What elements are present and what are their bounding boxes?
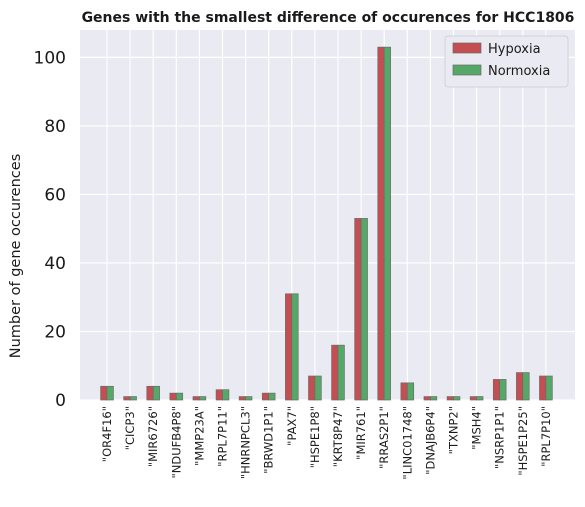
bar-hypoxia: [308, 375, 316, 401]
bar-normoxia: [152, 385, 160, 401]
x-tick-label: "MSH4": [470, 406, 484, 450]
bar-normoxia: [199, 396, 207, 401]
y-tick-label: 60: [44, 185, 66, 205]
bar-normoxia: [453, 396, 461, 401]
legend-label-normoxia: Normoxia: [488, 64, 550, 79]
y-tick-label: 0: [55, 391, 66, 411]
bar-normoxia: [360, 218, 368, 401]
gridlines: [80, 30, 575, 401]
y-tick-label: 40: [44, 254, 66, 274]
y-tick-label: 20: [44, 322, 66, 342]
bar-normoxia: [522, 372, 530, 401]
y-tick-labels: 0 20 40 60 80 100: [34, 48, 66, 411]
x-tick-label: "RPL7P10": [539, 406, 553, 467]
bar-normoxia: [430, 396, 438, 401]
bar-hypoxia: [238, 396, 246, 401]
bar-normoxia: [291, 293, 299, 401]
bar-normoxia: [337, 344, 345, 401]
x-tick-label: "BRWD1P1": [262, 406, 276, 474]
bar-hypoxia: [354, 218, 362, 401]
x-tick-label: "OR4F16": [100, 406, 114, 462]
bar-hypoxia: [377, 46, 385, 401]
x-tick-label: "LINC01748": [400, 406, 414, 480]
bar-normoxia: [222, 389, 230, 401]
bar-normoxia: [406, 382, 415, 401]
legend-swatch-normoxia: [452, 64, 482, 76]
bar-normoxia: [383, 46, 391, 401]
bar-normoxia: [268, 392, 276, 401]
x-tick-label: "RPL7P11": [216, 406, 230, 467]
bar-hypoxia: [100, 385, 108, 401]
bar-hypoxia: [331, 344, 339, 401]
bar-hypoxia: [192, 396, 200, 401]
x-tick-label: "HSPE1P8": [308, 406, 322, 468]
y-axis-label: Number of gene occurences: [8, 154, 24, 359]
x-tick-label: "KRT8P47": [331, 406, 345, 467]
bar-normoxia: [175, 392, 184, 401]
legend-label-hypoxia: Hypoxia: [488, 42, 541, 57]
x-tick-label: "MMP23A": [192, 406, 206, 466]
x-tick-label: "PAX7": [285, 406, 299, 446]
bar-hypoxia: [215, 389, 223, 401]
x-tick-label: "DNAJB6P4": [423, 406, 437, 475]
chart-title: Genes with the smallest difference of oc…: [82, 10, 575, 26]
bar-normoxia: [106, 385, 114, 401]
bar-hypoxia: [400, 382, 408, 401]
bar-normoxia: [476, 396, 484, 401]
x-tick-label: "TXNP2": [447, 406, 461, 454]
x-tick-label: "MIR6726": [146, 406, 160, 467]
y-tick-label: 80: [44, 117, 66, 137]
bar-hypoxia: [261, 392, 270, 401]
legend: Hypoxia Normoxia: [444, 35, 569, 88]
bar-hypoxia: [469, 396, 477, 401]
x-tick-label: "CICP3": [123, 406, 137, 450]
x-tick-label: "MIR761": [354, 406, 368, 460]
x-tick-label: "NSRP1P1": [493, 406, 507, 469]
x-tick-label: "NDUFB4P8": [169, 406, 183, 479]
bar-hypoxia: [169, 392, 177, 401]
bar-hypoxia: [492, 379, 501, 401]
bar-normoxia: [129, 396, 137, 401]
x-tick-labels: "OR4F16" "CICP3" "MIR6726" "NDUFB4P8" "MMP23…: [100, 406, 553, 480]
bar-hypoxia: [539, 375, 547, 401]
bar-hypoxia: [146, 385, 154, 401]
x-tick-label: "HSPE1P25": [516, 406, 530, 476]
bar-hypoxia: [123, 396, 131, 401]
bar-normoxia: [245, 396, 253, 401]
bars: [100, 46, 553, 401]
plot-area: [80, 30, 575, 400]
x-tick-label: "RRAS2P1": [377, 406, 391, 469]
bar-normoxia: [499, 379, 507, 401]
x-tick-label: "HNRNPCL3": [239, 406, 253, 479]
bar-hypoxia: [446, 396, 454, 401]
bar-normoxia: [314, 375, 322, 401]
bar-hypoxia: [423, 396, 431, 401]
bar-hypoxia: [285, 293, 293, 401]
bar-normoxia: [545, 375, 553, 401]
legend-swatch-hypoxia: [452, 42, 482, 54]
bar-hypoxia: [516, 372, 524, 401]
y-tick-label: 100: [34, 48, 66, 68]
